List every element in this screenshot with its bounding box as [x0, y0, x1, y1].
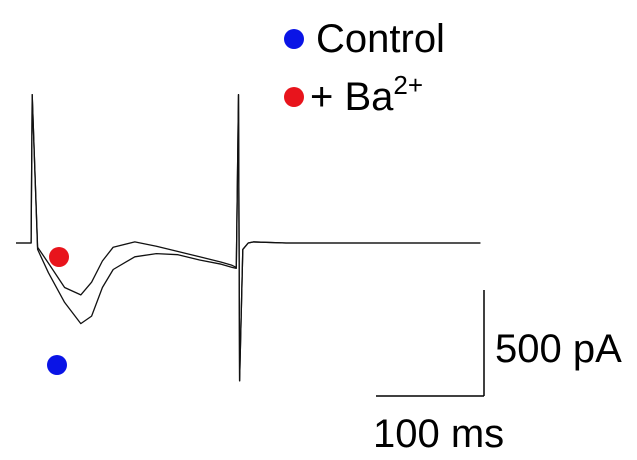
- traces-group: [16, 93, 481, 382]
- control-trough-marker: [47, 355, 67, 375]
- legend-swatch-control: [284, 29, 304, 49]
- legend: Control + Ba2+: [284, 17, 445, 119]
- legend-label-ba: + Ba2+: [310, 70, 423, 119]
- scale-bar-horizontal-label: 100 ms: [373, 412, 504, 456]
- legend-label-ba-text: + Ba: [310, 75, 394, 119]
- trace-control: [16, 93, 481, 382]
- legend-label-control: Control: [316, 17, 445, 61]
- legend-label-ba-superscript: 2+: [393, 70, 423, 100]
- trace-ba: [16, 93, 481, 382]
- legend-swatch-ba: [284, 87, 304, 107]
- ba-trough-marker: [49, 247, 69, 267]
- scale-bar-vertical-label: 500 pA: [495, 327, 622, 371]
- scale-bar: 500 pA 100 ms: [373, 290, 622, 456]
